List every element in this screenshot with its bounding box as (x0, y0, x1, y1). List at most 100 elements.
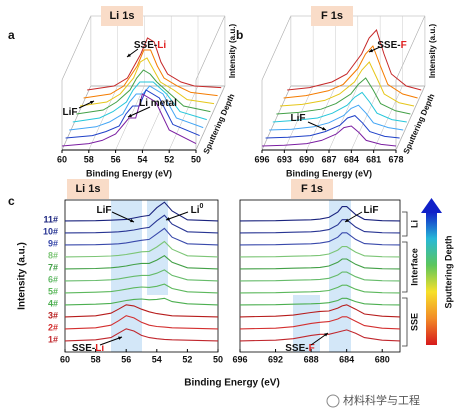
grid-line (142, 85, 172, 151)
panel-letter: a (8, 28, 15, 42)
group-bracket (402, 241, 408, 293)
x-tick-label: 54 (152, 354, 162, 364)
x-tick-label: 690 (299, 154, 314, 164)
spectrum (239, 329, 401, 342)
z-axis-label: Sputtering Depth (402, 92, 437, 155)
annotation-accent: Li (95, 343, 104, 354)
grid-line (261, 85, 292, 151)
plot-frame (239, 199, 401, 353)
arrow (99, 336, 123, 346)
spectrum (64, 201, 219, 222)
arrow-head (345, 218, 349, 222)
x-tick-label: 684 (344, 154, 359, 164)
x-tick-label: 50 (213, 354, 223, 364)
spectrum (239, 206, 401, 222)
spectrum (261, 125, 397, 147)
spectrum (64, 297, 219, 306)
series-label: 4# (48, 298, 58, 308)
title-box (291, 179, 333, 199)
x-tick-label: 58 (84, 154, 94, 164)
x-tick-label: 58 (91, 354, 101, 364)
plot-frame (64, 199, 219, 353)
series-label: 5# (48, 286, 58, 296)
x-tick-label: 680 (375, 354, 390, 364)
title-box (311, 6, 353, 26)
arrow (127, 106, 151, 118)
back-wall (90, 15, 226, 87)
arrow (111, 211, 135, 223)
x-tick-label: 52 (182, 354, 192, 364)
annotation: LiF (63, 107, 78, 118)
panel-title: F 1s (301, 183, 323, 195)
grid-line (195, 85, 226, 151)
spectrum (239, 316, 401, 330)
x-tick-label: 60 (60, 354, 70, 364)
arrow-head (127, 53, 131, 57)
highlight-band (329, 200, 351, 352)
series-label: 8# (48, 250, 58, 260)
spectrum (64, 227, 219, 246)
spectrum (65, 89, 200, 139)
x-tick-label: 678 (388, 154, 403, 164)
spectrum (239, 304, 401, 318)
spectrum (239, 258, 401, 270)
group-label: SSE (409, 313, 419, 331)
x-tick-label: 684 (339, 354, 354, 364)
x-tick-label: 688 (304, 354, 319, 364)
grid-line (351, 85, 381, 151)
annotation-sup: 0 (199, 203, 203, 210)
x-tick-label: 696 (232, 354, 247, 364)
arrow-head (90, 100, 94, 105)
annotation: Li0 (191, 203, 204, 216)
arrow-head (324, 333, 328, 337)
spectrum (239, 297, 401, 306)
annotation: Li metal (139, 98, 177, 109)
annotation: SSE-F (377, 40, 406, 51)
series-label: 9# (48, 238, 58, 248)
arrow-head (118, 336, 122, 340)
annotation-text: LiF (291, 113, 306, 124)
annotation-text: Li (191, 205, 200, 216)
group-bracket (402, 211, 408, 237)
annotation: LiF (97, 205, 112, 216)
grid-line (328, 85, 359, 151)
spectrum (239, 271, 401, 282)
spectrum (239, 219, 401, 234)
spectrum (64, 304, 219, 318)
x-axis-label: Binding Energy (eV) (86, 168, 172, 178)
annotation: SSE-F (285, 343, 314, 354)
x-tick-label: 50 (191, 154, 201, 164)
annotation-text: SSE- (134, 40, 157, 51)
spectrum (239, 284, 401, 294)
spectrum (64, 328, 219, 342)
group-bracket (402, 297, 408, 347)
colorbar-label: Sputtering Depth (443, 236, 453, 309)
spectrum (265, 115, 400, 139)
annotation-text: LiF (63, 107, 78, 118)
highlight-band (147, 200, 168, 295)
x-tick-label: 52 (164, 154, 174, 164)
annotation-text: LiF (97, 205, 112, 216)
spectrum (239, 232, 401, 246)
left-edge (261, 15, 292, 81)
colorbar-arrow (421, 198, 442, 213)
panel-title: Li 1s (109, 10, 134, 22)
annotation-text: LiF (364, 205, 379, 216)
panel-letter: b (236, 28, 243, 42)
series-label: 6# (48, 274, 58, 284)
arrow-head (130, 218, 134, 223)
grid-line (395, 85, 426, 151)
grid-line (306, 85, 336, 151)
grid-line (168, 85, 199, 151)
spectrum (269, 104, 404, 131)
spectrum (239, 246, 401, 258)
spectrum (72, 81, 207, 123)
spectrum (64, 269, 219, 282)
group-label: Interface (409, 248, 419, 286)
annotation-text: Li metal (139, 98, 177, 109)
spectrum (87, 37, 222, 91)
annotation: SSE-Li (134, 40, 166, 51)
series-label: 7# (48, 262, 58, 272)
spectrum (64, 315, 219, 330)
x-tick-label: 681 (366, 154, 381, 164)
